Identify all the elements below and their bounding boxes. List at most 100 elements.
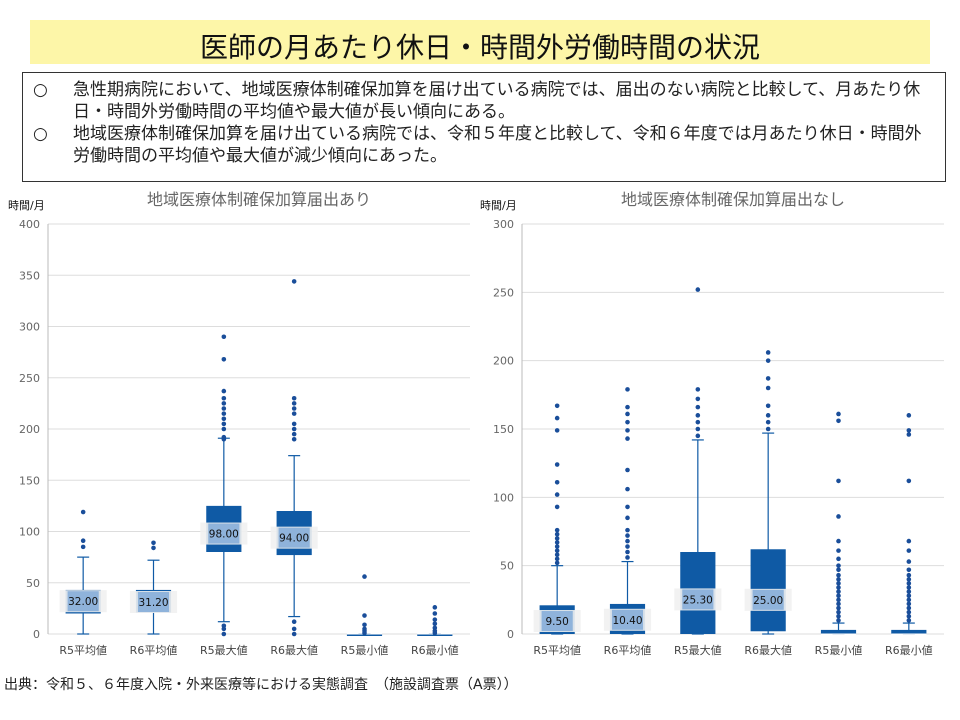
outlier-point (906, 585, 912, 590)
outlier-point (836, 548, 841, 553)
outlier-point (221, 388, 227, 394)
outlier-point (836, 613, 841, 619)
outlier-point (291, 411, 297, 416)
x-tick-label: R5最大値 (674, 643, 722, 657)
chart-title: 地域医療体制確保加算届出なし (621, 190, 845, 209)
outlier-point (291, 401, 297, 406)
outlier-point (554, 403, 560, 409)
outlier-point (625, 555, 630, 560)
summary-text: 地域医療体制確保加算を届け出ている病院では、令和５年度と比較して、令和６年度では… (73, 124, 922, 166)
y-tick-label: 100 (19, 526, 40, 539)
chart-title: 地域医療体制確保加算届出あり (147, 190, 371, 209)
outlier-point (836, 618, 841, 623)
x-tick-label: R6平均値 (130, 644, 178, 657)
outlier-point (765, 376, 771, 381)
y-tick-label: 150 (19, 474, 40, 487)
outlier-point (80, 538, 86, 544)
outlier-point (836, 418, 841, 424)
outlier-point (291, 406, 297, 411)
x-tick-label: R6最大値 (270, 643, 318, 657)
y-axis-label: 時間/月 (8, 199, 45, 212)
outlier-point (432, 621, 438, 627)
outlier-point (554, 540, 560, 545)
outlier-point (80, 509, 86, 515)
outlier-point (695, 413, 701, 418)
median-label: 94.00 (279, 533, 309, 545)
x-tick-label: R6最小値 (885, 644, 933, 657)
outlier-point (906, 559, 912, 564)
x-tick-label: R5平均値 (533, 644, 581, 657)
outlier-point (836, 411, 841, 417)
outlier-point (836, 605, 841, 611)
outlier-point (625, 404, 630, 410)
outlier-point (221, 406, 227, 411)
outlier-point (221, 434, 227, 440)
x-tick-label: R5最小値 (815, 644, 863, 657)
median-label-bg (67, 591, 99, 612)
outlier-point (554, 492, 560, 497)
outlier-point (291, 619, 297, 624)
outlier-point (836, 577, 841, 582)
outlier-point (836, 538, 841, 544)
title-bar: 医師の月あたり休日・時間外労働時間の状況 (30, 20, 930, 64)
outlier-point (836, 563, 841, 568)
y-tick-label: 0 (507, 628, 514, 641)
outlier-point (836, 609, 841, 615)
outlier-point (554, 548, 560, 553)
y-tick-label: 250 (493, 286, 514, 299)
outlier-point (906, 428, 912, 433)
page-title: 医師の月あたり休日・時間外労働時間の状況 (199, 31, 760, 64)
outlier-point (151, 545, 156, 551)
outlier-point (291, 431, 297, 437)
x-tick-label: R6平均値 (604, 644, 652, 657)
outlier-point (906, 572, 912, 578)
outlier-point (906, 613, 912, 619)
box-plot-without-addition: 地域医療体制確保加算届出なし 時間/月 0 50 100 150 200 250 300 9.50… (480, 190, 944, 657)
y-tick-label: 50 (26, 577, 40, 590)
outlier-point (625, 428, 630, 433)
outlier-point (554, 462, 560, 467)
outlier-point (625, 549, 630, 555)
outlier-point (221, 623, 227, 629)
median-label-bg (611, 609, 644, 630)
outlier-point (695, 433, 701, 439)
outlier-point (362, 574, 367, 579)
median-label-bg (137, 592, 170, 613)
outlier-point (221, 426, 227, 432)
outlier-point (625, 436, 630, 441)
median-label: 9.50 (545, 616, 568, 628)
median-label-bg (682, 589, 714, 610)
outlier-point (695, 404, 701, 410)
outlier-point (291, 631, 297, 637)
source-note: 出典：令和５、６年度入院・外来医療等における実態調査 （施設調査票（A票）） (4, 677, 518, 693)
outlier-point (836, 572, 841, 578)
median-label-bg (278, 527, 310, 548)
outlier-point (221, 411, 227, 416)
outlier-point (906, 589, 912, 594)
outlier-point (221, 421, 227, 427)
median-label-bg (752, 589, 784, 610)
outlier-point (765, 426, 771, 432)
summary-item: ○ 急性期病院において、地域医療体制確保加算を届け出ている病院では、届出のない病… (33, 79, 935, 123)
outlier-point (906, 567, 912, 573)
outlier-point (625, 538, 630, 544)
outlier-point (554, 504, 560, 510)
outlier-point (221, 416, 227, 422)
outlier-point (836, 589, 841, 594)
outlier-point (906, 478, 912, 484)
outlier-point (362, 622, 367, 628)
outlier-point (906, 618, 912, 623)
outlier-point (151, 540, 156, 546)
outlier-point (765, 403, 771, 409)
x-tick-label: R6最大値 (744, 643, 792, 657)
outlier-point (221, 334, 227, 340)
outlier-point (554, 556, 560, 562)
outlier-point (765, 413, 771, 418)
y-axis-label: 時間/月 (480, 199, 517, 212)
median-label-bg (208, 523, 240, 544)
median-label: 25.30 (683, 594, 713, 606)
outlier-point (906, 432, 912, 437)
y-tick-label: 150 (493, 423, 514, 436)
outlier-point (625, 504, 630, 510)
x-tick-label: R6最小値 (411, 644, 459, 657)
